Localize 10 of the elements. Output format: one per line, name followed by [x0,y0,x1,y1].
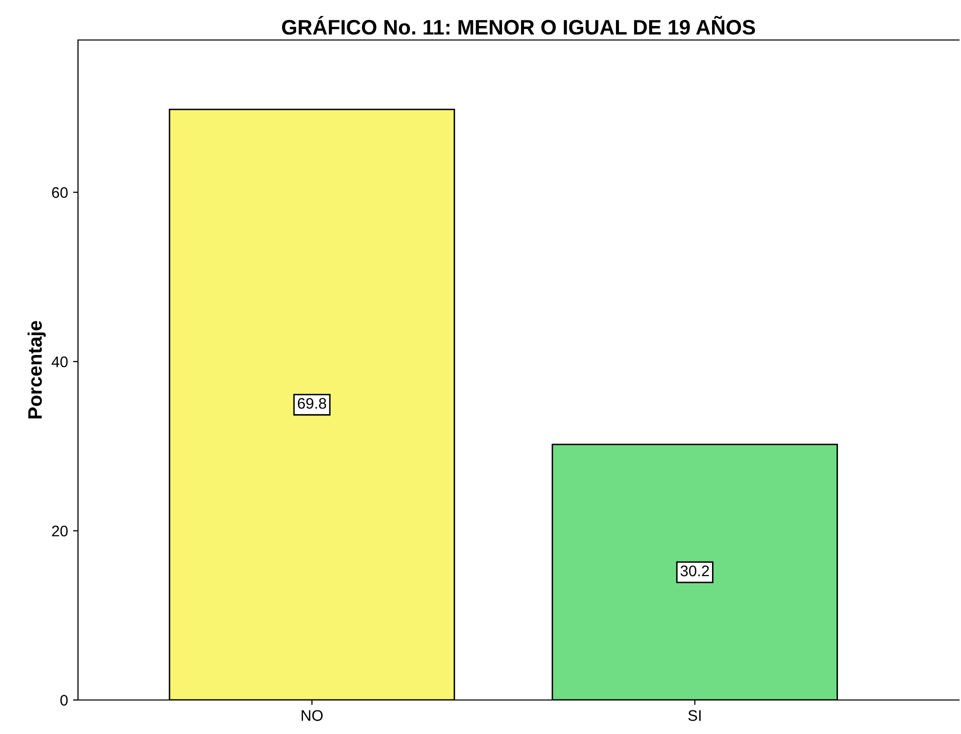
data-label: 30.2 [680,566,709,576]
y-tick-label: 60 [52,187,68,198]
y-tick-label: 40 [52,356,68,368]
x-tick-label: SI [688,710,701,721]
y-axis-title: Porcentaje [28,320,46,418]
chart-title: GRÁFICO No. 11: MENOR O IGUAL DE 19 AÑOS [282,16,755,35]
x-tick-label: NO [302,710,323,721]
data-label: 69.8 [298,398,326,409]
y-tick-label: 0 [60,694,68,706]
y-tick-label: 20 [52,526,68,536]
